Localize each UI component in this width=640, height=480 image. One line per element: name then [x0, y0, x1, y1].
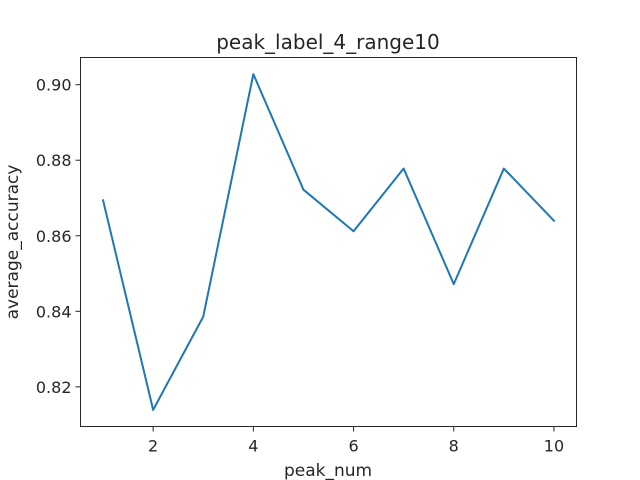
- y-tick-label: 0.88: [36, 151, 72, 170]
- y-tick-label: 0.84: [36, 302, 72, 321]
- x-tick-label: 10: [544, 437, 564, 456]
- y-axis-label: average_accuracy: [3, 165, 23, 320]
- x-tick-label: 2: [148, 437, 158, 456]
- y-axis-ticks: 0.82 0.84 0.86 0.88 0.90: [36, 76, 81, 397]
- series-line: [101, 73, 556, 411]
- series-layer: [101, 73, 556, 411]
- x-axis-label: peak_num: [284, 461, 372, 480]
- x-tick-label: 6: [348, 437, 358, 456]
- plot-area-frame: [80, 57, 577, 427]
- y-tick-label: 0.90: [36, 76, 72, 95]
- y-tick-label: 0.86: [36, 227, 72, 246]
- chart-title: peak_label_4_range10: [216, 30, 440, 54]
- x-tick-label: 4: [248, 437, 258, 456]
- x-axis-ticks: 2 4 6 8 10: [148, 426, 564, 456]
- y-tick-label: 0.82: [36, 378, 72, 397]
- x-tick-label: 8: [449, 437, 459, 456]
